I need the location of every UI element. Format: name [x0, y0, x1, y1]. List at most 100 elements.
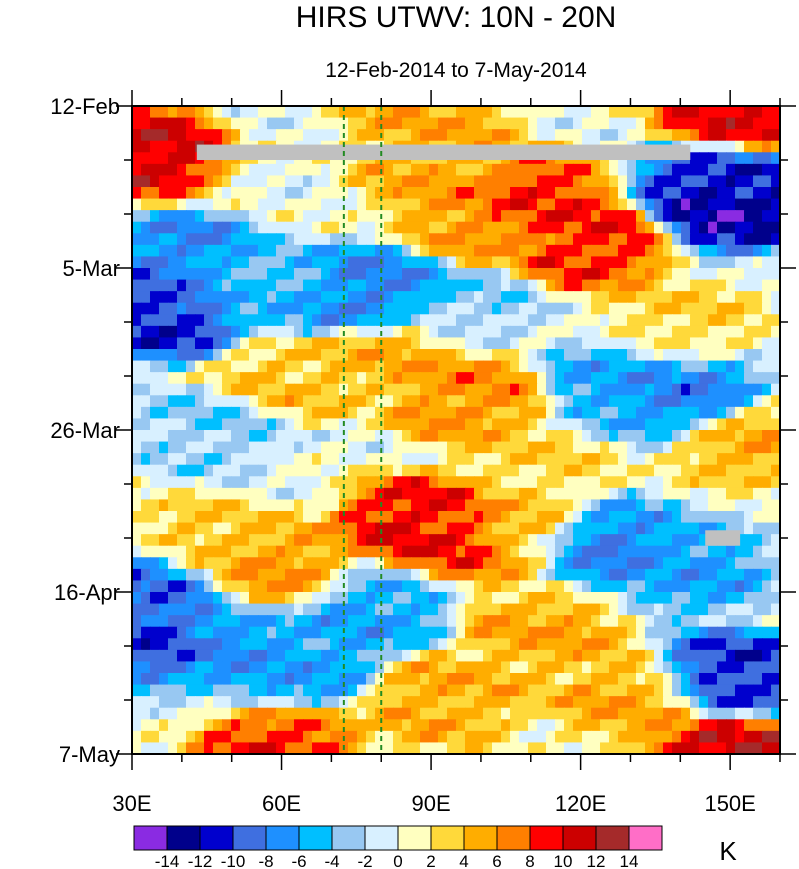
- heatmap-cell: [168, 163, 178, 177]
- heatmap-cell: [546, 314, 556, 327]
- heatmap-cell: [150, 534, 160, 547]
- heatmap-cell: [357, 325, 367, 339]
- heatmap-cell: [375, 499, 385, 512]
- heatmap-cell: [492, 441, 502, 454]
- heatmap-cell: [510, 441, 520, 454]
- heatmap-cell: [240, 129, 250, 142]
- heatmap-cell: [393, 545, 403, 558]
- heatmap-cell: [276, 441, 286, 454]
- heatmap-cell: [744, 430, 754, 443]
- heatmap-cell: [204, 545, 214, 558]
- heatmap-cell: [600, 441, 610, 454]
- heatmap-cell: [474, 279, 484, 292]
- heatmap-cell: [591, 626, 601, 639]
- heatmap-cell: [312, 626, 322, 639]
- heatmap-cell: [609, 210, 619, 223]
- heatmap-cell: [699, 129, 709, 142]
- heatmap-cell: [303, 117, 313, 130]
- heatmap-cell: [168, 106, 178, 119]
- heatmap-cell: [177, 360, 187, 373]
- heatmap-cell: [186, 175, 196, 188]
- heatmap-cell: [654, 696, 664, 709]
- heatmap-cell: [681, 406, 691, 420]
- heatmap-cell: [294, 522, 304, 535]
- heatmap-cell: [312, 649, 322, 663]
- heatmap-cell: [681, 638, 691, 651]
- heatmap-cell: [222, 626, 232, 639]
- heatmap-cell: [627, 325, 637, 339]
- heatmap-cell: [528, 221, 538, 234]
- heatmap-cell: [654, 291, 664, 304]
- heatmap-cell: [177, 314, 187, 327]
- heatmap-cell: [312, 117, 322, 130]
- heatmap-cell: [474, 395, 484, 408]
- heatmap-cell: [717, 360, 727, 373]
- heatmap-cell: [330, 545, 340, 558]
- heatmap-cell: [429, 696, 439, 709]
- heatmap-cell: [744, 163, 754, 177]
- heatmap-cell: [276, 349, 286, 362]
- heatmap-cell: [609, 383, 619, 396]
- heatmap-cell: [645, 221, 655, 234]
- heatmap-cell: [753, 430, 763, 443]
- heatmap-cell: [429, 233, 439, 246]
- heatmap-cell: [528, 233, 538, 246]
- heatmap-cell: [501, 117, 511, 130]
- heatmap-cell: [330, 522, 340, 535]
- heatmap-cell: [393, 707, 403, 720]
- heatmap-cell: [645, 349, 655, 362]
- heatmap-cell: [627, 441, 637, 454]
- heatmap-cell: [177, 661, 187, 674]
- heatmap-cell: [132, 406, 142, 420]
- heatmap-cell: [690, 730, 700, 744]
- heatmap-cell: [456, 499, 466, 512]
- heatmap-cell: [636, 441, 646, 454]
- heatmap-cell: [357, 603, 367, 616]
- heatmap-cell: [726, 545, 736, 558]
- heatmap-cell: [141, 534, 151, 547]
- heatmap-cell: [636, 557, 646, 570]
- heatmap-cell: [195, 325, 205, 339]
- heatmap-cell: [690, 487, 700, 501]
- heatmap-cell: [150, 568, 160, 582]
- heatmap-cell: [447, 430, 457, 443]
- heatmap-cell: [663, 592, 673, 605]
- heatmap-cell: [249, 592, 259, 605]
- heatmap-cell: [438, 117, 448, 130]
- heatmap-cell: [762, 268, 772, 281]
- heatmap-cell: [420, 129, 430, 142]
- heatmap-cell: [150, 464, 160, 477]
- heatmap-cell: [546, 291, 556, 304]
- heatmap-cell: [204, 696, 214, 709]
- heatmap-cell: [204, 464, 214, 477]
- heatmap-cell: [474, 719, 484, 732]
- heatmap-cell: [456, 568, 466, 582]
- heatmap-cell: [402, 615, 412, 628]
- heatmap-cell: [447, 279, 457, 292]
- heatmap-cell: [690, 152, 700, 165]
- heatmap-cell: [492, 210, 502, 223]
- heatmap-cell: [771, 175, 781, 188]
- heatmap-cell: [573, 291, 583, 304]
- heatmap-cell: [213, 441, 223, 454]
- heatmap-cell: [438, 268, 448, 281]
- heatmap-cell: [267, 418, 277, 431]
- heatmap-cell: [708, 383, 718, 396]
- heatmap-cell: [339, 117, 349, 130]
- heatmap-cell: [204, 649, 214, 663]
- heatmap-cell: [177, 592, 187, 605]
- heatmap-cell: [411, 522, 421, 535]
- heatmap-cell: [636, 453, 646, 466]
- heatmap-cell: [240, 106, 250, 119]
- heatmap-cell: [240, 707, 250, 720]
- heatmap-cell: [771, 592, 781, 605]
- heatmap-cell: [294, 268, 304, 281]
- heatmap-cell: [285, 499, 295, 512]
- heatmap-cell: [510, 568, 520, 582]
- heatmap-cell: [645, 568, 655, 582]
- heatmap-cell: [618, 742, 628, 755]
- heatmap-cell: [420, 453, 430, 466]
- heatmap-cell: [555, 453, 565, 466]
- heatmap-cell: [510, 626, 520, 639]
